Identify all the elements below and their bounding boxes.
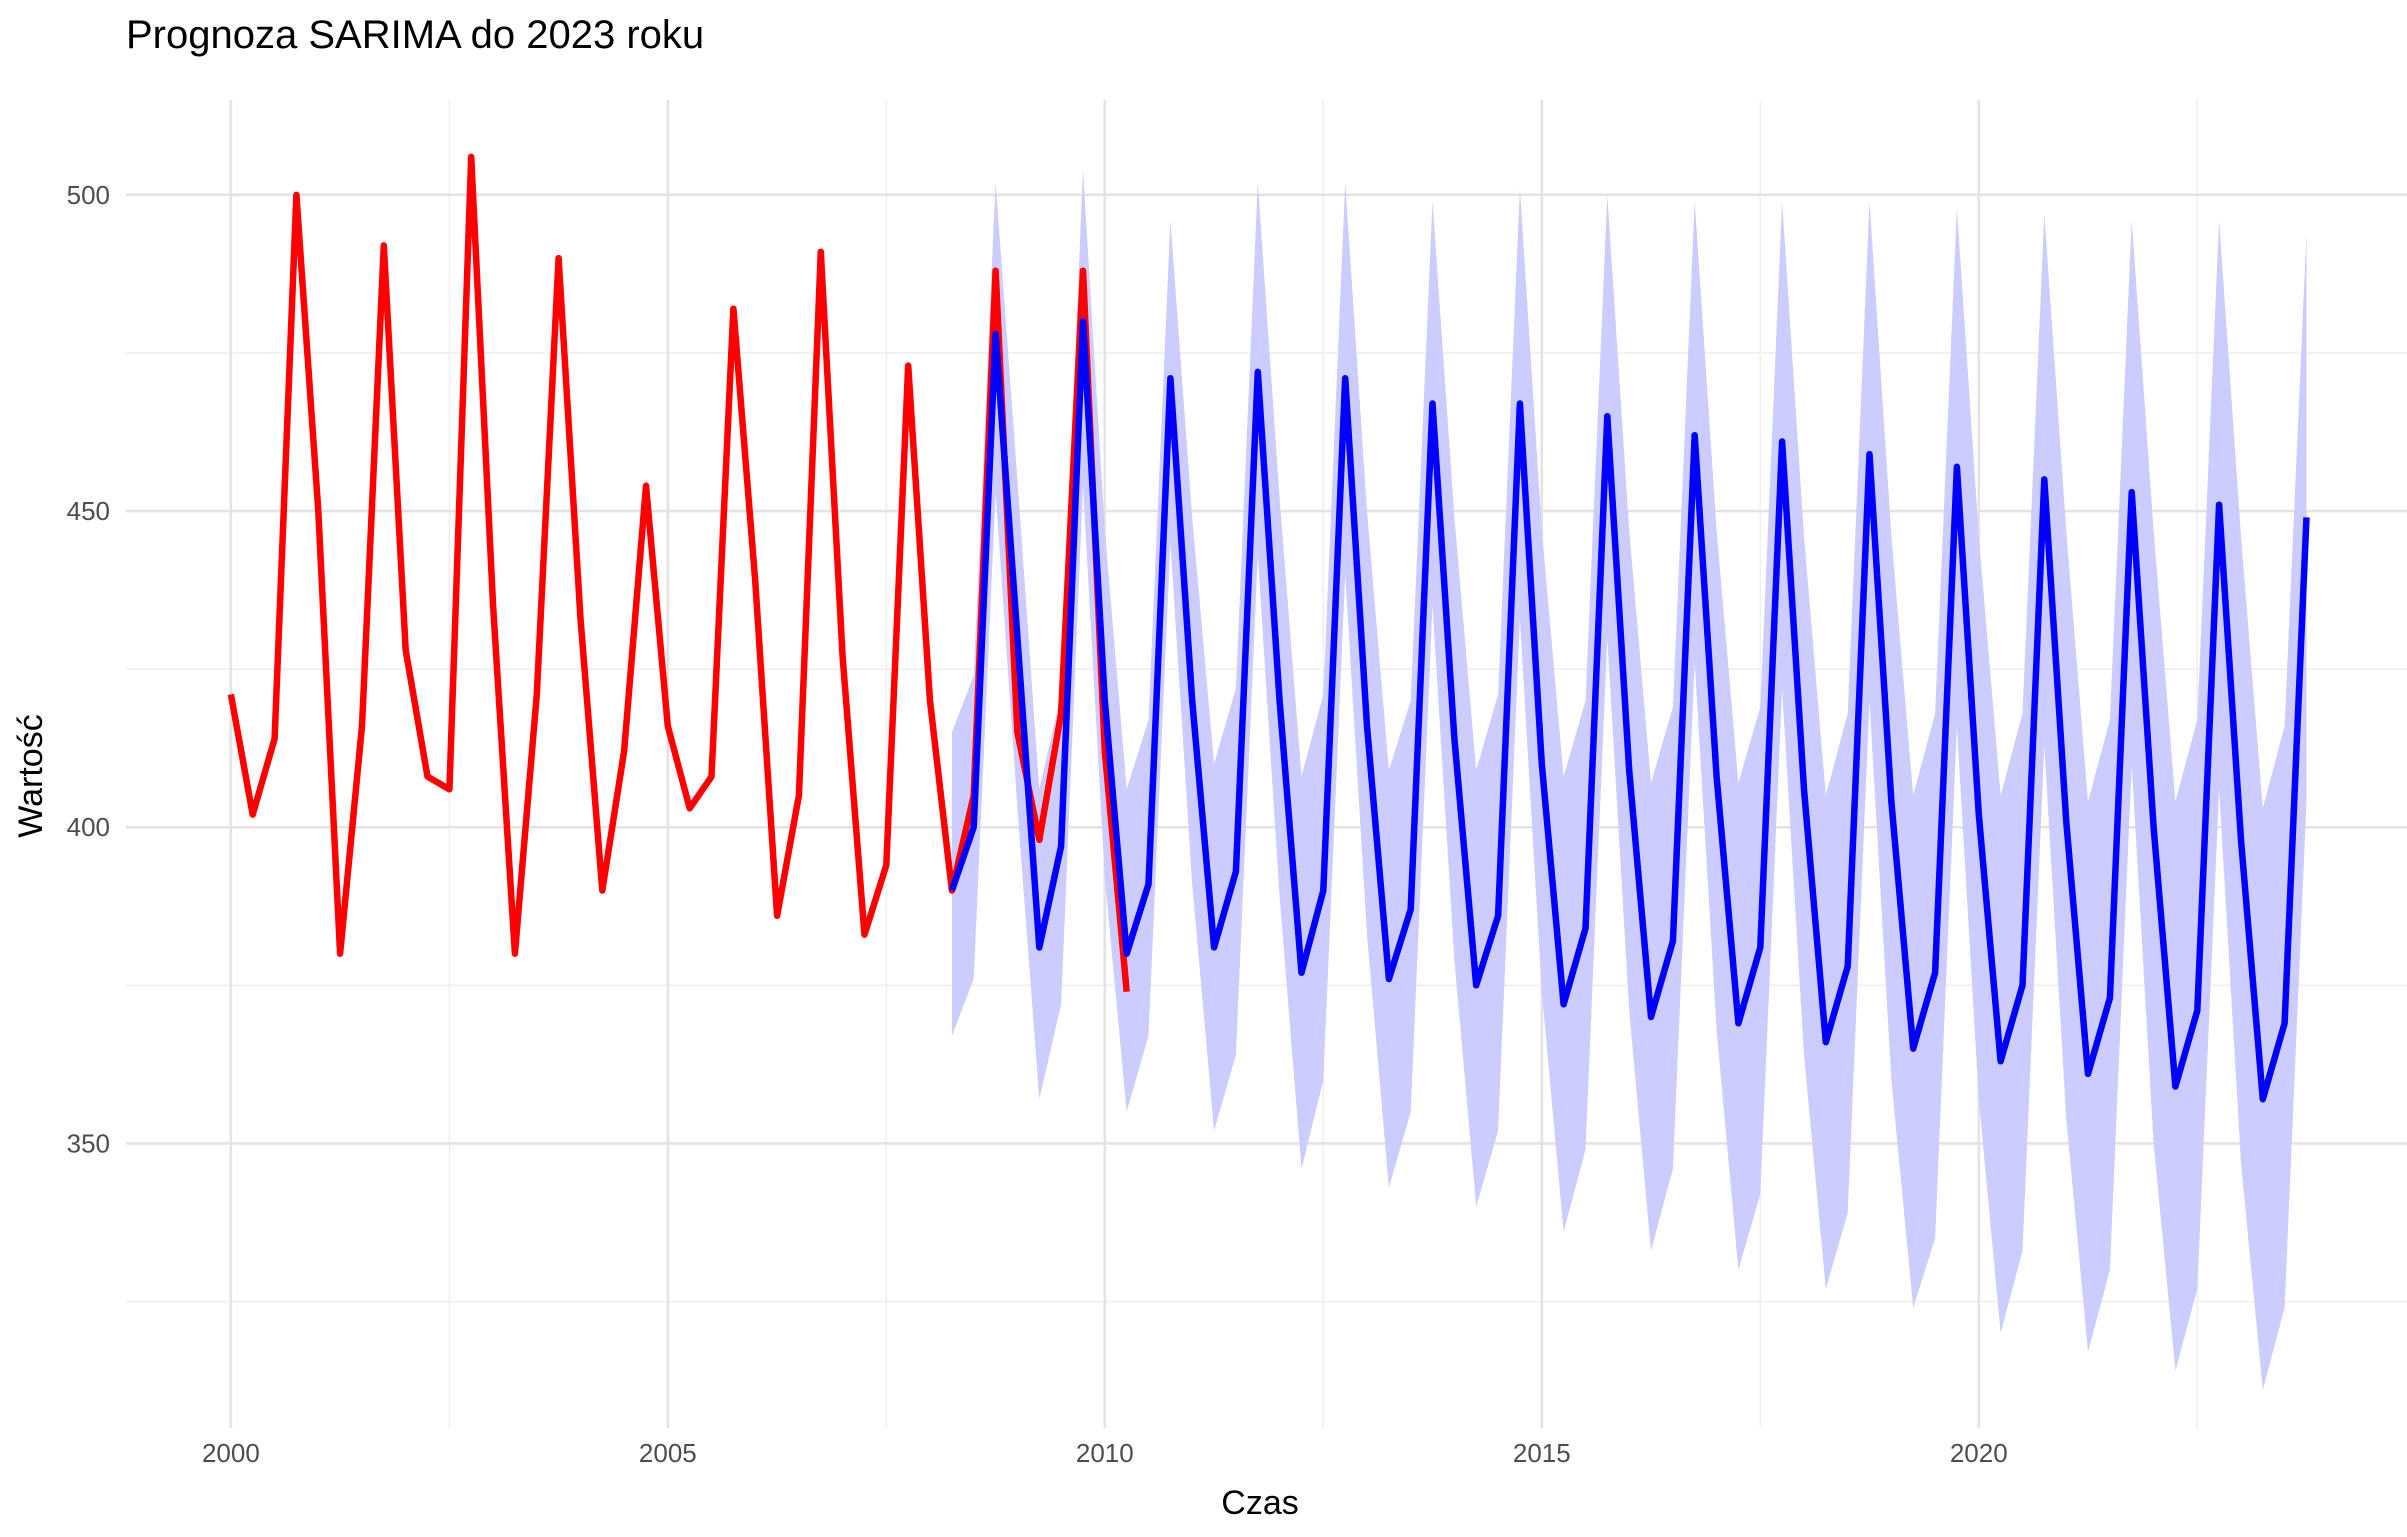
x-tick-label: 2005 — [639, 1438, 697, 1468]
y-tick-label: 350 — [67, 1128, 110, 1158]
x-axis-title: Czas — [1221, 1484, 1298, 1522]
y-tick-label: 450 — [67, 496, 110, 526]
y-axis-ticks: 350 400 450 500 — [67, 180, 110, 1159]
forecast-series-line — [948, 318, 2310, 1103]
y-tick-label: 400 — [67, 812, 110, 842]
x-tick-label: 2000 — [202, 1438, 260, 1468]
chart-title: Prognoza SARIMA do 2023 roku — [126, 13, 704, 57]
x-tick-label: 2015 — [1513, 1438, 1571, 1468]
x-tick-label: 2010 — [1076, 1438, 1134, 1468]
series-lines — [227, 153, 2310, 1103]
x-axis-ticks: 2000 2005 2010 2015 2020 — [202, 1438, 2008, 1468]
y-tick-label: 500 — [67, 180, 110, 210]
observed-series-line — [227, 153, 1130, 992]
y-axis-title: Wartość — [12, 714, 50, 837]
x-tick-label: 2020 — [1950, 1438, 2008, 1468]
